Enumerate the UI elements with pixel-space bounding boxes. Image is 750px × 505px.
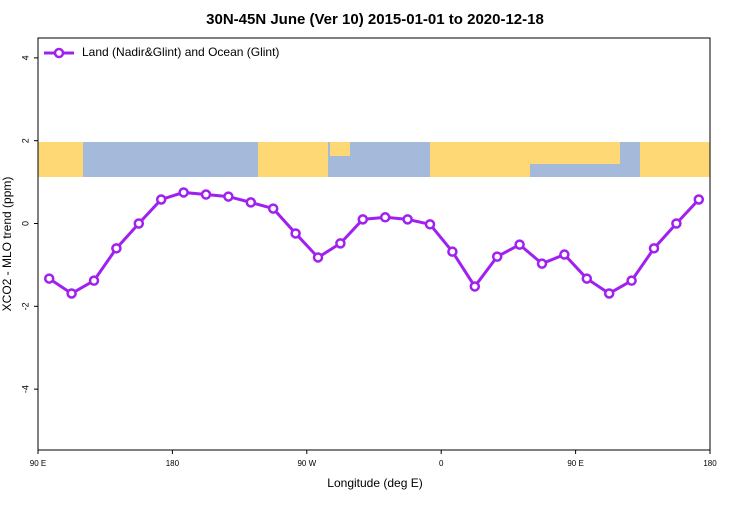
x-tick-label: 0 <box>439 459 444 468</box>
data-point <box>581 273 593 284</box>
y-tick-label: -2 <box>20 302 30 310</box>
data-point <box>66 288 77 299</box>
x-tick-label: 180 <box>703 459 717 468</box>
data-point <box>133 218 145 229</box>
y-tick-label: 0 <box>20 221 30 226</box>
data-point <box>603 288 615 299</box>
data-point <box>626 275 637 286</box>
chart-title: 30N-45N June (Ver 10) 2015-01-01 to 2020… <box>206 11 544 28</box>
data-point <box>223 191 234 202</box>
data-point <box>424 219 436 230</box>
data-point <box>335 238 346 249</box>
y-axis-label: XCO2 - MLO trend (ppm) <box>0 177 14 312</box>
data-point <box>111 243 122 254</box>
data-point <box>514 239 525 250</box>
data-point <box>357 214 369 225</box>
data-point <box>447 246 458 257</box>
x-tick-label: 90 E <box>567 459 583 468</box>
data-point <box>559 249 570 260</box>
data-point <box>402 214 413 225</box>
x-axis-label: Longitude (deg E) <box>327 476 422 490</box>
data-point <box>648 243 660 254</box>
data-point <box>693 194 705 205</box>
data-point <box>155 194 167 205</box>
data-point <box>200 189 212 200</box>
data-point <box>88 275 100 286</box>
data-point <box>245 197 257 208</box>
x-tick-label: 90 W <box>297 459 316 468</box>
plot-frame <box>37 37 711 451</box>
data-point <box>178 187 189 198</box>
y-tick-label: -4 <box>20 385 30 393</box>
data-point <box>671 218 682 229</box>
data-point <box>536 258 548 269</box>
x-tick-label: 90 E <box>30 459 46 468</box>
y-tick-label: 2 <box>20 138 30 143</box>
data-point <box>312 252 324 263</box>
data-point <box>267 203 279 214</box>
series-line <box>48 190 700 296</box>
data-point <box>469 281 481 292</box>
legend-label: Land (Nadir&Glint) and Ocean (Glint) <box>82 45 279 59</box>
legend-marker <box>53 47 65 59</box>
data-point <box>491 251 503 262</box>
data-point <box>379 212 391 223</box>
map-strip <box>38 142 710 177</box>
y-tick-label: 4 <box>20 55 30 60</box>
x-tick-label: 180 <box>166 459 180 468</box>
data-point <box>290 228 301 239</box>
data-point <box>43 273 55 284</box>
